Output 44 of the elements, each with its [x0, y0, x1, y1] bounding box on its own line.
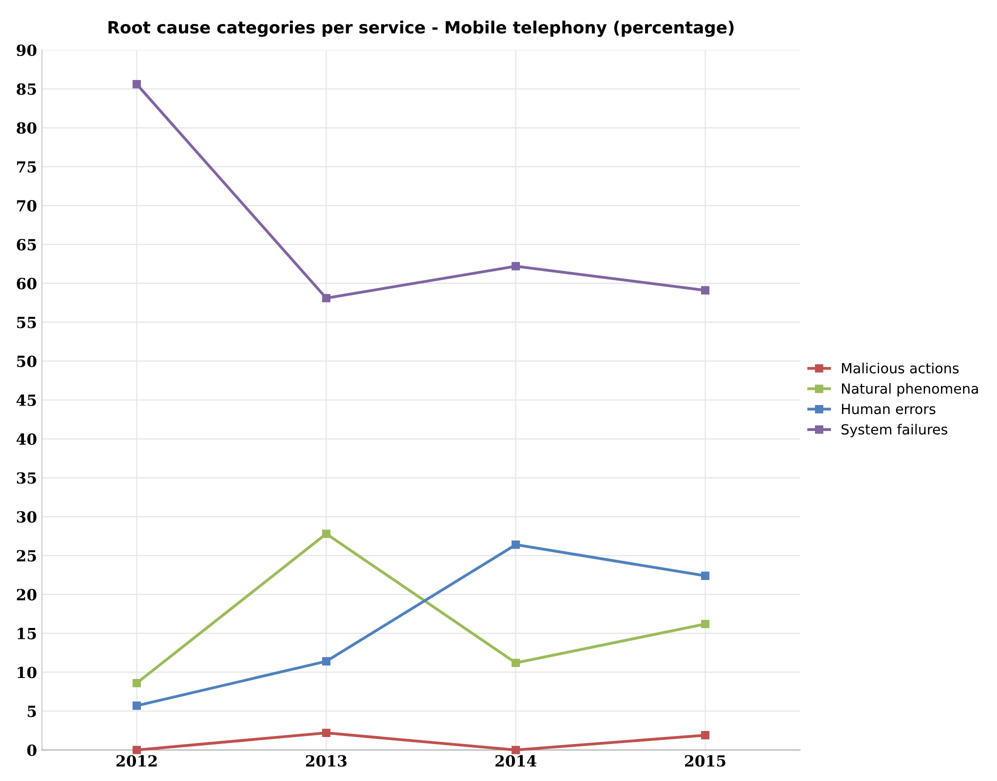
point [512, 540, 520, 549]
y-tick-label: 35 [16, 472, 36, 484]
y-tick-label: 85 [16, 83, 36, 95]
point [322, 294, 330, 302]
point [701, 620, 710, 628]
legend-label: Malicious actions [842, 362, 959, 374]
point [701, 572, 710, 580]
legend-label: Natural phenomena [842, 383, 978, 397]
y-tick-label: 20 [16, 588, 36, 600]
x-tick-label: 2014 [496, 755, 536, 767]
y-tick-label: 60 [16, 278, 36, 290]
x-tick-label: 2013 [306, 755, 347, 767]
y-tick-label: 10 [18, 666, 36, 678]
point [512, 262, 520, 270]
y-tick-label: 65 [16, 238, 36, 250]
point [322, 657, 330, 666]
point [701, 286, 710, 294]
y-tick-label: 70 [17, 200, 36, 212]
x-tick-label: 2012 [116, 755, 157, 767]
point [701, 731, 710, 740]
x-tick-label: 2015 [685, 755, 726, 767]
y-tick-label: 90 [16, 44, 36, 56]
point [132, 678, 141, 688]
y-tick-label: 30 [16, 511, 36, 523]
y-tick-label: 80 [16, 122, 36, 134]
point [512, 658, 520, 668]
point [132, 746, 141, 754]
y-tick-label: 15 [18, 628, 36, 640]
y-tick-label: 25 [16, 550, 36, 562]
point [512, 746, 520, 754]
legend-label: Human errors [842, 404, 936, 414]
y-tick-label: 55 [17, 316, 36, 328]
chart-title: Root cause categories per service - Mobile telephony (percentage) [108, 20, 734, 37]
point [132, 702, 141, 710]
y-tick-label: 0 [27, 744, 36, 756]
y-tick-label: 50 [17, 356, 36, 368]
y-tick-label: 5 [28, 706, 36, 718]
point [322, 530, 330, 538]
y-tick-label: 45 [16, 394, 36, 406]
y-tick-label: 75 [17, 161, 36, 173]
point [322, 728, 330, 738]
y-tick-label: 40 [16, 433, 36, 445]
legend-label: System failures [842, 424, 948, 438]
point [132, 80, 141, 88]
